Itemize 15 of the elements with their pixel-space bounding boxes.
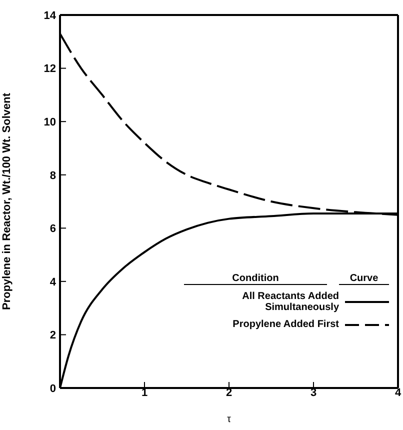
x-axis-title: τ bbox=[227, 414, 232, 425]
y-tick-label: 2 bbox=[50, 330, 56, 342]
annotation: Curve bbox=[348, 273, 380, 284]
y-tick-label: 6 bbox=[50, 223, 56, 236]
y-tick-label: 14 bbox=[44, 10, 57, 22]
y-axis-title: Propylene in Reactor, Wt./100 Wt. Solvent bbox=[0, 92, 13, 310]
y-tick-label: 0 bbox=[50, 382, 56, 395]
legend-label: All Reactants Added Simultaneously bbox=[241, 291, 339, 313]
y-tick-label: 10 bbox=[44, 116, 56, 128]
x-tick-label: 4 bbox=[394, 386, 402, 399]
y-tick-label: 4 bbox=[50, 276, 57, 288]
y-tick-label: 12 bbox=[44, 63, 56, 76]
legend-label: Propylene Added First bbox=[232, 319, 339, 330]
y-tick-label: 8 bbox=[50, 170, 56, 182]
legend-title: Condition bbox=[231, 273, 280, 284]
